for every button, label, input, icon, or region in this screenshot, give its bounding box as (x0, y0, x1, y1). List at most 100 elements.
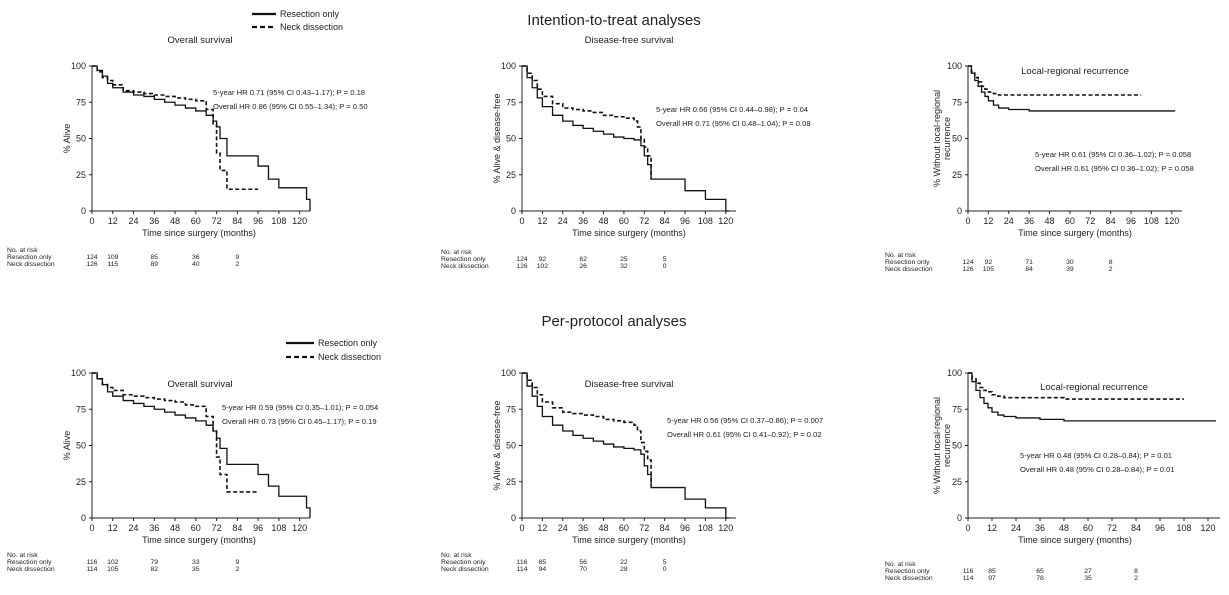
y-axis-label: % Without local-regional (932, 90, 942, 187)
risk-count: 39 (1066, 266, 1074, 273)
hr-annotation: 5-year HR 0.61 (95% CI 0.36–1.02); P = 0… (1035, 150, 1191, 159)
x-tick-label: 0 (519, 523, 524, 533)
risk-count: 33 (192, 559, 200, 566)
risk-count: 32 (620, 263, 628, 270)
y-tick-label: 50 (506, 134, 516, 144)
y-tick-label: 100 (501, 368, 516, 378)
x-tick-label: 48 (599, 216, 609, 226)
risk-header: No. at risk (441, 249, 472, 256)
risk-count: 85 (539, 559, 547, 566)
series-resection-only (92, 372, 311, 518)
x-tick-label: 84 (232, 523, 242, 533)
legend-dashed-label: Neck dissection (318, 352, 381, 362)
risk-row-label: Neck dissection (7, 261, 55, 268)
x-tick-label: 108 (698, 523, 713, 533)
panel-disease-free-survival: Disease-free survival 0 12 24 36 48 60 72 84 96 10… (441, 368, 823, 573)
y-tick-label: 75 (506, 404, 516, 414)
panel-disease-free-survival: Disease-free survival 0 12 24 36 48 60 72 84 96 10… (441, 35, 811, 270)
x-tick-label: 24 (129, 216, 139, 226)
risk-count: 70 (579, 566, 587, 573)
y-tick-label: 0 (511, 513, 516, 523)
risk-count: 109 (107, 254, 119, 261)
hr-annotation: 5-year HR 0.59 (95% CI 0.35–1.01); P = 0… (222, 403, 378, 412)
x-tick-label: 84 (1106, 216, 1116, 226)
risk-count: 30 (1066, 259, 1074, 266)
x-tick-label: 108 (1176, 523, 1191, 533)
risk-row-label: Neck dissection (885, 266, 933, 273)
x-tick-label: 24 (558, 216, 568, 226)
x-tick-label: 120 (292, 216, 307, 226)
risk-count: 116 (963, 568, 974, 575)
risk-count: 102 (107, 559, 119, 566)
hr-annotation: 5-year HR 0.56 (95% CI 0.37–0.86); P = 0… (667, 416, 823, 425)
hr-annotation: Overall HR 0.61 (95% CI 0.41–0.92); P = … (667, 430, 822, 439)
risk-count: 85 (151, 254, 159, 261)
x-tick-label: 120 (718, 523, 733, 533)
x-tick-label: 48 (170, 216, 180, 226)
y-tick-label: 0 (81, 513, 86, 523)
series-neck-dissection (968, 372, 1184, 400)
x-tick-label: 0 (965, 216, 970, 226)
risk-count: 102 (537, 263, 549, 270)
x-tick-label: 48 (1059, 523, 1069, 533)
risk-row-label: Resection only (7, 559, 52, 566)
risk-count: 2 (1109, 266, 1113, 273)
x-tick-label: 72 (212, 216, 222, 226)
y-tick-label: 25 (76, 477, 86, 487)
risk-count: 124 (962, 259, 974, 266)
x-tick-label: 12 (983, 216, 993, 226)
x-axis-label: Time since surgery (months) (1018, 228, 1132, 238)
y-tick-label: 75 (76, 97, 86, 107)
hr-annotation: Overall HR 0.73 (95% CI 0.45–1.17); P = … (222, 417, 377, 426)
x-tick-label: 24 (129, 523, 139, 533)
x-tick-label: 72 (212, 523, 222, 533)
y-tick-label: 25 (506, 170, 516, 180)
risk-row-label: Neck dissection (441, 566, 489, 573)
risk-header: No. at risk (441, 552, 472, 559)
x-tick-label: 0 (965, 523, 970, 533)
x-tick-label: 72 (639, 216, 649, 226)
y-axis-label: % Alive & disease-free (492, 93, 502, 183)
x-axis-label: Time since surgery (months) (572, 228, 686, 238)
y-tick-label: 75 (76, 404, 86, 414)
x-tick-label: 84 (232, 216, 242, 226)
x-tick-label: 0 (519, 216, 524, 226)
risk-count: 25 (620, 256, 628, 263)
y-tick-label: 100 (71, 61, 86, 71)
x-tick-label: 60 (619, 216, 629, 226)
risk-header: No. at risk (885, 252, 916, 259)
risk-count: 56 (579, 559, 587, 566)
series-neck-dissection (92, 65, 259, 191)
risk-count: 5 (663, 559, 667, 566)
y-axis-label-line2: recurrence (942, 117, 952, 160)
risk-count: 22 (620, 559, 628, 566)
x-tick-label: 96 (680, 216, 690, 226)
y-tick-label: 100 (71, 368, 86, 378)
series-resection-only (968, 65, 1176, 112)
hr-annotation: 5-year HR 0.66 (95% CI 0.44–0.98); P = 0… (656, 105, 808, 114)
y-tick-label: 75 (952, 404, 962, 414)
risk-count: 105 (983, 266, 995, 273)
panel-title: Disease-free survival (585, 35, 674, 46)
y-tick-label: 75 (506, 97, 516, 107)
y-axis-label-line2: recurrence (942, 424, 952, 467)
risk-count: 2 (235, 566, 239, 573)
panel-local-regional-recurrence: Local-regional recurrence 0 12 24 36 48 60 72 84… (885, 61, 1194, 273)
series-neck-dissection (92, 372, 259, 493)
x-axis-label: Time since surgery (months) (1018, 535, 1132, 545)
series-neck-dissection (968, 65, 1142, 96)
risk-count: 116 (87, 559, 98, 566)
x-tick-label: 12 (108, 216, 118, 226)
x-tick-label: 12 (987, 523, 997, 533)
y-tick-label: 0 (511, 206, 516, 216)
risk-count: 126 (962, 266, 974, 273)
x-tick-label: 108 (698, 216, 713, 226)
risk-count: 40 (192, 261, 200, 268)
risk-count: 35 (192, 566, 200, 573)
risk-count: 114 (963, 575, 974, 582)
risk-count: 126 (86, 261, 98, 268)
x-tick-label: 60 (1065, 216, 1075, 226)
